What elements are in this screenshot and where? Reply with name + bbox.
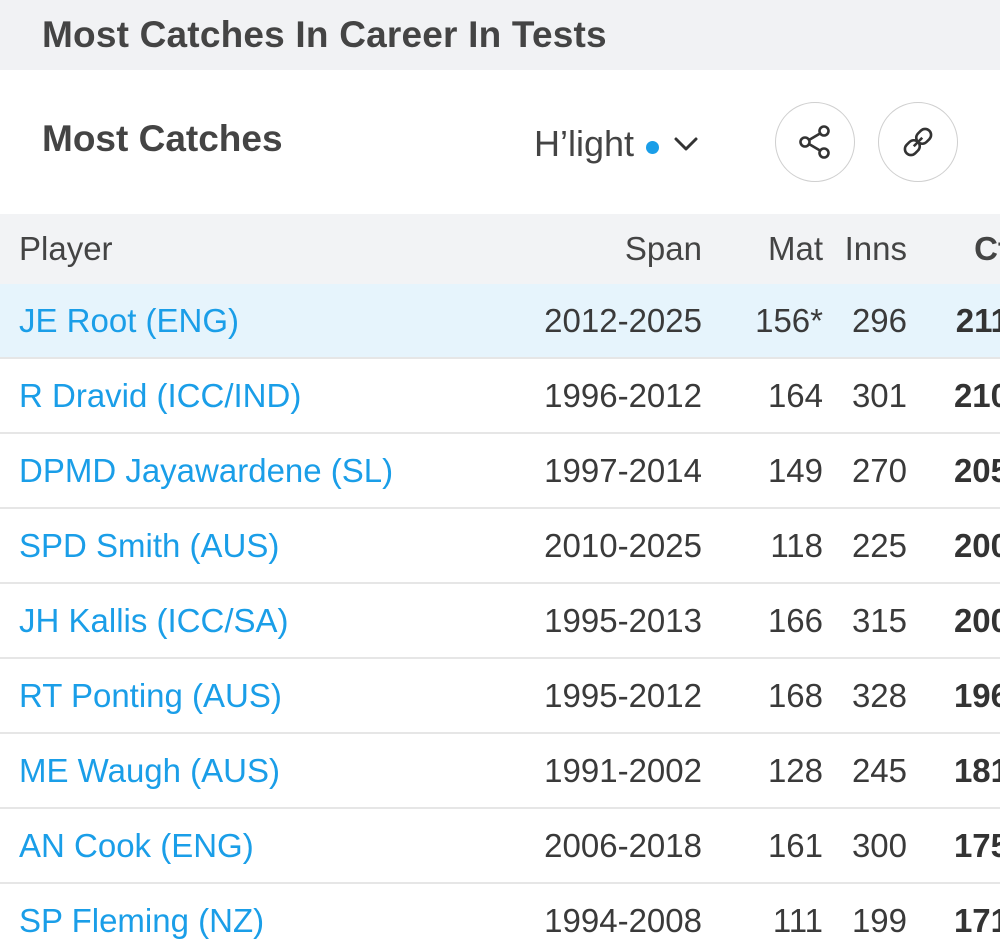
table-row: ME Waugh (AUS) 1991-2002 128 245 181 (0, 733, 1000, 808)
catches-cell: 210 (953, 376, 1000, 414)
column-header-player[interactable]: Player (19, 230, 113, 267)
table-row: R Dravid (ICC/IND) 1996-2012 164 301 210 (0, 358, 1000, 433)
chevron-down-icon (674, 137, 698, 151)
span-cell: 2010-2025 (544, 526, 702, 564)
catches-cell: 196 (953, 676, 1000, 714)
player-name-link[interactable]: R Dravid (ICC/IND) (19, 376, 302, 414)
span-cell: 2006-2018 (544, 826, 702, 864)
innings-cell: 270 (851, 451, 907, 489)
share-button[interactable] (775, 102, 855, 182)
player-name-link[interactable]: SP Fleming (NZ) (19, 901, 265, 939)
matches-cell: 118 (770, 526, 823, 564)
player-name-link[interactable]: ME Waugh (AUS) (19, 751, 281, 789)
column-header-span[interactable]: Span (624, 230, 702, 267)
share-icon (799, 125, 830, 159)
innings-cell: 301 (851, 376, 907, 414)
matches-cell: 161 (767, 826, 823, 864)
table-row: DPMD Jayawardene (SL) 1997-2014 149 270 … (0, 433, 1000, 508)
innings-cell: 328 (851, 676, 907, 714)
innings-cell: 296 (851, 301, 907, 339)
catches-cell: 205 (953, 451, 1000, 489)
matches-cell: 166 (767, 601, 823, 639)
matches-cell: 168 (767, 676, 823, 714)
page-title: Most Catches In Career In Tests (42, 14, 607, 55)
span-cell: 1994-2008 (544, 901, 702, 939)
table-row: JE Root (ENG) 2012-2025 156* 296 211 (0, 284, 1000, 358)
table-row: SPD Smith (AUS) 2010-2025 118 225 200 (0, 508, 1000, 583)
page-header: Most Catches In Career In Tests (0, 0, 1000, 70)
highlight-dropdown[interactable]: H’light (534, 120, 699, 168)
span-cell: 1996-2012 (544, 376, 702, 414)
span-cell: 1995-2013 (544, 601, 702, 639)
catches-cell: 181 (953, 751, 1000, 789)
innings-cell: 245 (851, 751, 907, 789)
player-name-link[interactable]: JH Kallis (ICC/SA) (19, 601, 289, 639)
table-row: SP Fleming (NZ) 1994-2008 111 199 171 (0, 883, 1000, 947)
catches-table: Player Span Mat Inns Ct JE Root (ENG) 20… (0, 214, 1000, 947)
catches-cell: 200 (953, 601, 1000, 639)
matches-cell: 111 (772, 901, 823, 939)
matches-cell: 164 (767, 376, 823, 414)
span-cell: 1991-2002 (544, 751, 702, 789)
span-cell: 1997-2014 (544, 451, 702, 489)
player-name-link[interactable]: RT Ponting (AUS) (19, 676, 282, 714)
catches-cell: 175 (953, 826, 1000, 864)
table-row: AN Cook (ENG) 2006-2018 161 300 175 (0, 808, 1000, 883)
innings-cell: 199 (851, 901, 907, 939)
section-title: Most Catches (42, 118, 283, 159)
column-header-ct[interactable]: Ct (974, 230, 1000, 267)
player-name-link[interactable]: DPMD Jayawardene (SL) (19, 451, 394, 489)
catches-cell: 200 (953, 526, 1000, 564)
highlight-indicator-dot (646, 140, 660, 154)
column-header-inns[interactable]: Inns (844, 230, 907, 267)
catches-cell: 211 (955, 301, 1000, 339)
span-cell: 1995-2012 (544, 676, 702, 714)
column-header-mat[interactable]: Mat (767, 230, 823, 267)
innings-cell: 225 (851, 526, 907, 564)
span-cell: 2012-2025 (544, 301, 702, 339)
innings-cell: 300 (851, 826, 907, 864)
innings-cell: 315 (851, 601, 907, 639)
table-row: RT Ponting (AUS) 1995-2012 168 328 196 (0, 658, 1000, 733)
matches-cell: 156* (755, 301, 823, 339)
player-name-link[interactable]: AN Cook (ENG) (19, 826, 254, 864)
matches-cell: 149 (767, 451, 823, 489)
highlight-label: H’light (534, 123, 635, 164)
copy-link-button[interactable] (878, 102, 958, 182)
matches-cell: 128 (767, 751, 823, 789)
toolbar: Most Catches H’light (0, 70, 1000, 214)
link-icon (903, 127, 933, 157)
player-name-link[interactable]: SPD Smith (AUS) (19, 526, 280, 564)
table-header-row: Player Span Mat Inns Ct (0, 214, 1000, 284)
catches-cell: 171 (953, 901, 1000, 939)
player-name-link[interactable]: JE Root (ENG) (19, 301, 240, 339)
table-row: JH Kallis (ICC/SA) 1995-2013 166 315 200 (0, 583, 1000, 658)
